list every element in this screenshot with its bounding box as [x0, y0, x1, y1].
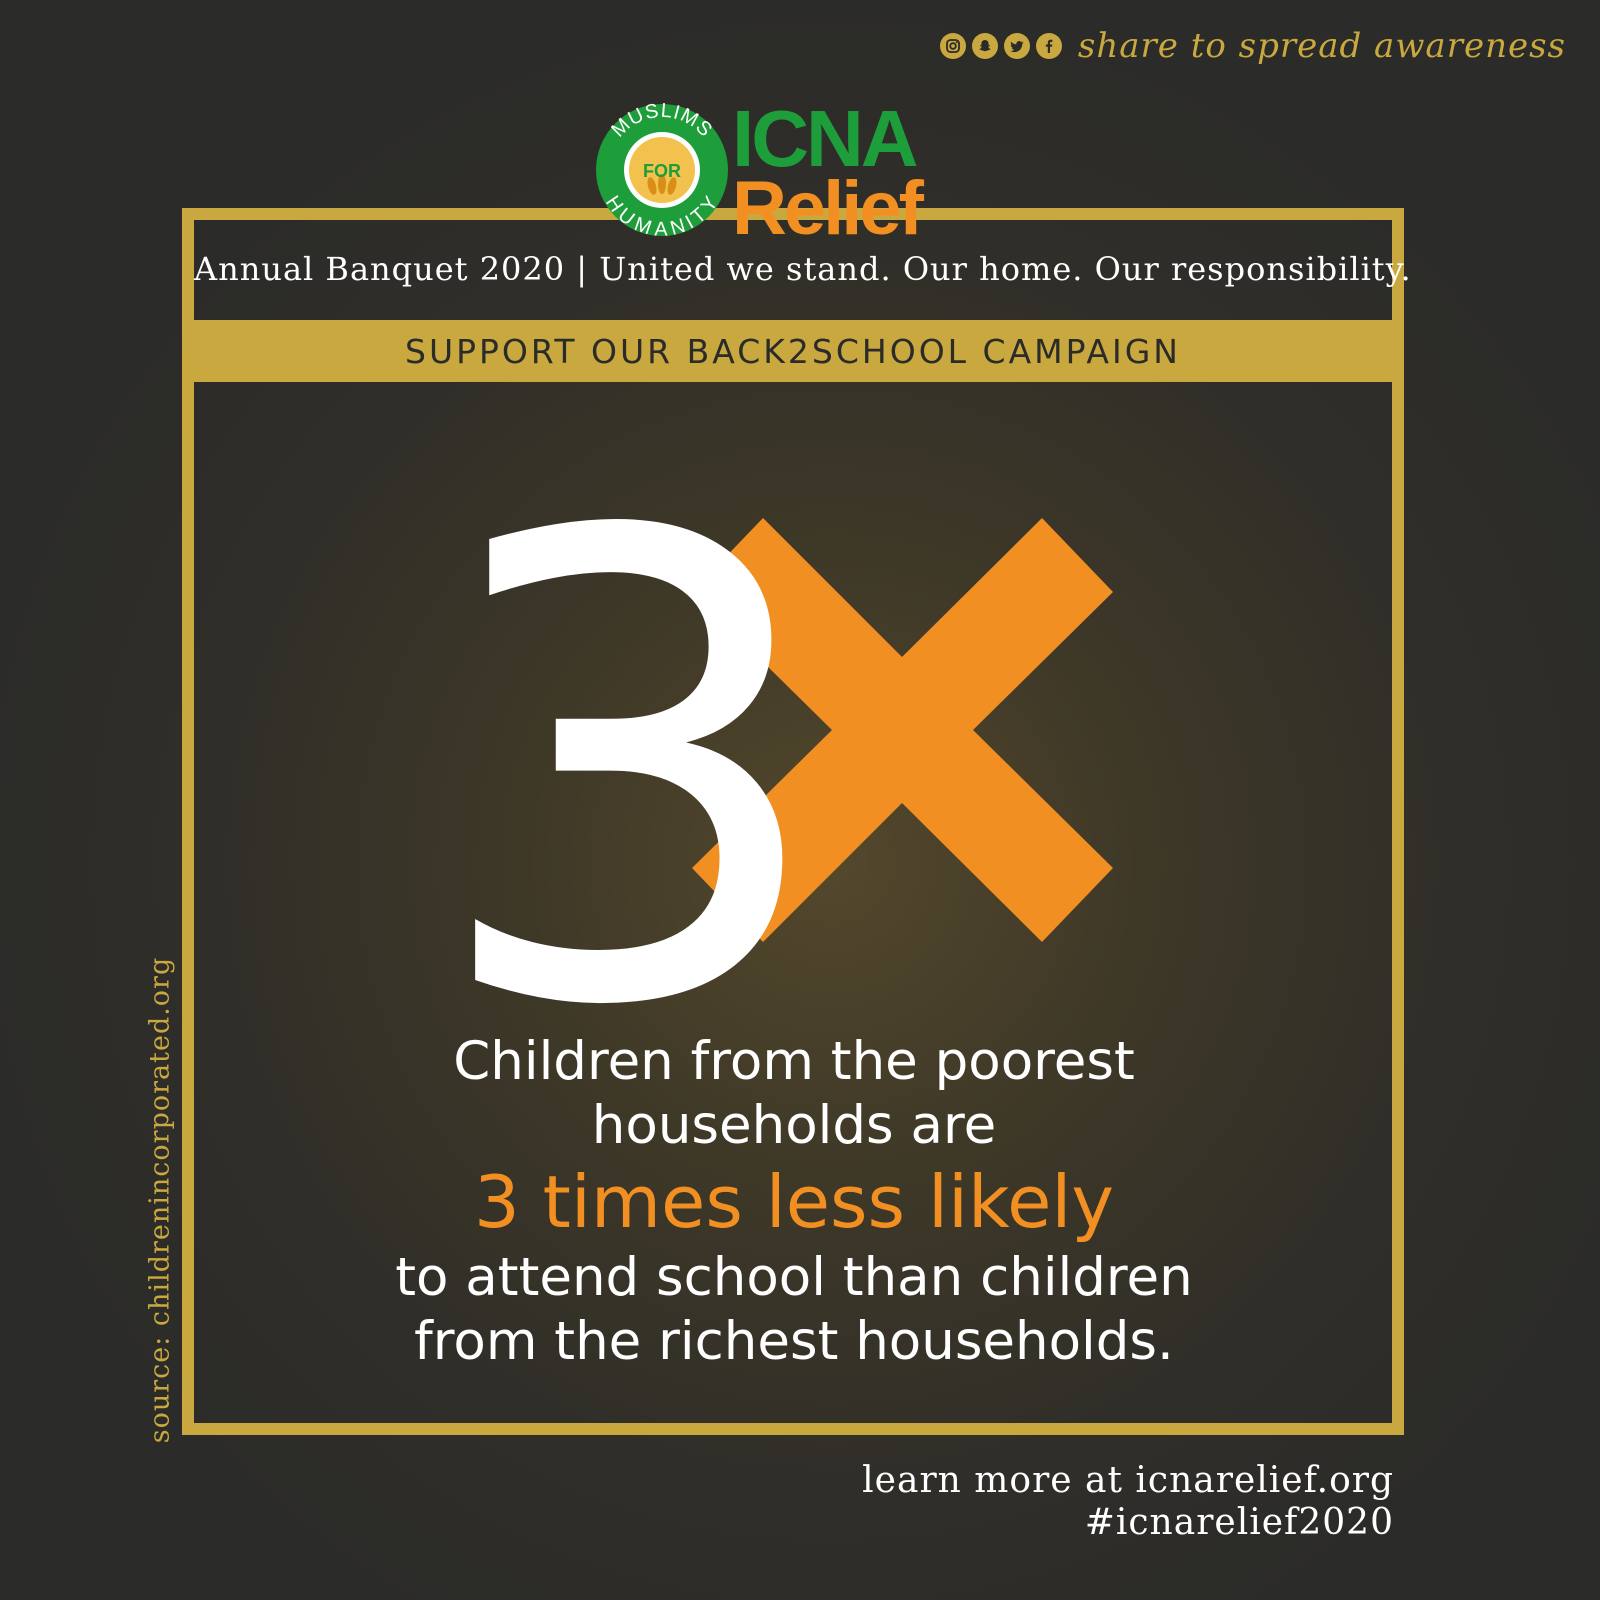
muslims-for-humanity-seal: FOR MUSLIMS HUMANITY — [596, 100, 728, 241]
share-text: share to spread awareness — [1077, 26, 1566, 66]
source-text: source: childrenincorporated.org — [144, 956, 176, 1444]
facebook-icon[interactable] — [1035, 33, 1062, 59]
statement-highlight: 3 times less likely — [473, 1160, 1115, 1244]
icna-relief-logo: FOR MUSLIMS HUMANITY ICNA Relief — [596, 100, 928, 250]
banquet-tagline: Annual Banquet 2020 | United we stand. O… — [194, 250, 1412, 288]
brand-relief-text: Relief — [732, 166, 925, 250]
campaign-bar: SUPPORT OUR BACK2SCHOOL CAMPAIGN — [182, 320, 1404, 382]
snapchat-icon[interactable] — [971, 33, 998, 59]
campaign-title: SUPPORT OUR BACK2SCHOOL CAMPAIGN — [405, 331, 1181, 371]
brand-icna-text: ICNA — [732, 100, 917, 183]
hero-number: 3 — [460, 480, 834, 1020]
twitter-icon[interactable] — [1003, 33, 1030, 59]
gold-frame — [182, 208, 1404, 1435]
instagram-icon[interactable] — [939, 33, 966, 59]
statistic-statement: Children from the poorest households are… — [194, 1030, 1394, 1374]
hero-3x-graphic: 3 — [460, 480, 1113, 1020]
learn-more-link[interactable]: learn more at icnarelief.org — [862, 1460, 1394, 1501]
footer: learn more at icnarelief.org #icnarelief… — [862, 1460, 1394, 1544]
statement-line-2: households are — [591, 1095, 997, 1156]
share-row: share to spread awareness — [939, 24, 1566, 68]
seal-center-text: FOR — [643, 161, 681, 181]
orange-x-mark — [692, 518, 1113, 942]
statement-line-3: to attend school than children — [395, 1247, 1193, 1308]
hashtag: #icnarelief2020 — [1084, 1502, 1394, 1543]
statement-line-4: from the richest households. — [414, 1311, 1174, 1372]
statement-line-1: Children from the poorest — [453, 1031, 1135, 1092]
